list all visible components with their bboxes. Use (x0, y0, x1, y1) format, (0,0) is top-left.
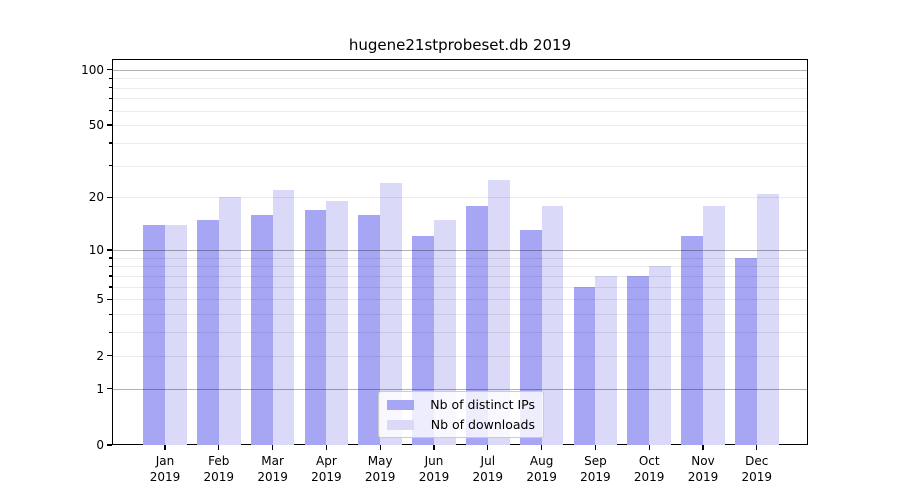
x-tick-mark (218, 445, 220, 450)
y-minor-tick-mark (109, 110, 112, 112)
bar-downloads (541, 205, 564, 445)
x-tick-label: Mar 2019 (257, 454, 288, 484)
x-tick-label: Sep 2019 (580, 454, 611, 484)
bar-distinct-ips (196, 219, 219, 445)
x-tick-mark (756, 445, 758, 450)
y-tick-label: 100 (81, 62, 104, 77)
x-tick-mark (702, 445, 704, 450)
x-tick-label: Oct 2019 (633, 454, 665, 484)
x-tick-mark (164, 445, 166, 450)
x-tick-mark (648, 445, 650, 450)
x-tick-mark (379, 445, 381, 450)
legend-item-downloads: Nb of downloads (387, 416, 535, 433)
y-tick-label: 0 (96, 438, 104, 452)
y-minor-tick-mark (109, 87, 112, 89)
bar-distinct-ips (358, 214, 381, 445)
legend-item-distinct-ips: Nb of distinct IPs (387, 396, 535, 413)
y-minor-tick-mark (109, 142, 112, 144)
x-tick-mark (487, 445, 489, 450)
y-tick-label: 20 (88, 190, 104, 205)
bar-distinct-ips (681, 236, 703, 445)
y-minor-tick-mark (109, 165, 112, 167)
legend-label-distinct-ips: Nb of distinct IPs (430, 396, 535, 412)
bar-downloads (326, 201, 349, 445)
y-minor-tick-mark (109, 97, 112, 100)
bar-distinct-ips (250, 214, 273, 445)
bar-downloads (165, 224, 187, 445)
bar-distinct-ips (465, 205, 488, 445)
y-minor-tick-mark (109, 257, 112, 259)
x-tick-label: May 2019 (364, 454, 396, 484)
y-minor-tick-mark (109, 265, 112, 268)
x-tick-mark (433, 445, 435, 450)
bar-downloads (380, 183, 403, 445)
y-tick-label: 5 (96, 292, 104, 307)
legend-swatch-distinct-ips-icon (387, 399, 414, 410)
x-tick-mark (271, 445, 274, 450)
y-minor-tick-mark (109, 298, 112, 301)
y-minor-tick-mark (109, 355, 112, 357)
legend: Nb of distinct IPs Nb of downloads (378, 391, 544, 438)
bar-distinct-ips (734, 257, 757, 445)
x-tick-label: Aug 2019 (526, 454, 557, 484)
y-tick-mark (107, 68, 112, 71)
bar-downloads (272, 189, 295, 445)
y-tick-mark (107, 444, 112, 446)
y-minor-tick-mark (109, 286, 112, 288)
bar-downloads (434, 219, 456, 445)
y-minor-tick-mark (109, 196, 112, 199)
x-tick-mark (594, 445, 597, 450)
bar-downloads (703, 205, 725, 445)
y-tick-mark (107, 249, 112, 251)
bar-distinct-ips (573, 286, 596, 445)
y-minor-tick-mark (109, 313, 112, 315)
x-tick-label: Jul 2019 (472, 454, 504, 484)
x-tick-label: Nov 2019 (687, 454, 719, 484)
chart-title: hugene21stprobeset.db 2019 (348, 36, 572, 54)
y-minor-tick-mark (109, 275, 112, 277)
x-tick-mark (540, 445, 543, 450)
legend-label-downloads: Nb of downloads (430, 416, 535, 432)
legend-swatch-downloads-icon (387, 419, 414, 430)
y-tick-mark (107, 387, 112, 390)
bar-downloads (487, 180, 510, 445)
x-tick-label: Jan 2019 (149, 454, 181, 484)
y-minor-tick-mark (109, 331, 112, 334)
y-tick-label: 2 (96, 348, 104, 363)
y-minor-tick-mark (109, 124, 112, 126)
bar-downloads (218, 197, 241, 445)
y-tick-label: 50 (88, 118, 104, 133)
bar-distinct-ips (143, 224, 165, 445)
bar-downloads (595, 275, 618, 445)
bar-downloads (649, 266, 672, 445)
x-tick-label: Jun 2019 (418, 454, 450, 484)
y-minor-tick-mark (109, 77, 112, 79)
x-tick-label: Feb 2019 (203, 454, 235, 484)
bar-distinct-ips (627, 275, 650, 445)
x-tick-label: Apr 2019 (311, 454, 342, 484)
y-tick-label: 10 (88, 242, 104, 257)
y-tick-label: 1 (96, 381, 104, 396)
x-tick-label: Dec 2019 (741, 454, 773, 484)
bar-distinct-ips (304, 209, 327, 445)
x-tick-mark (325, 445, 328, 450)
bar-downloads (756, 193, 779, 445)
